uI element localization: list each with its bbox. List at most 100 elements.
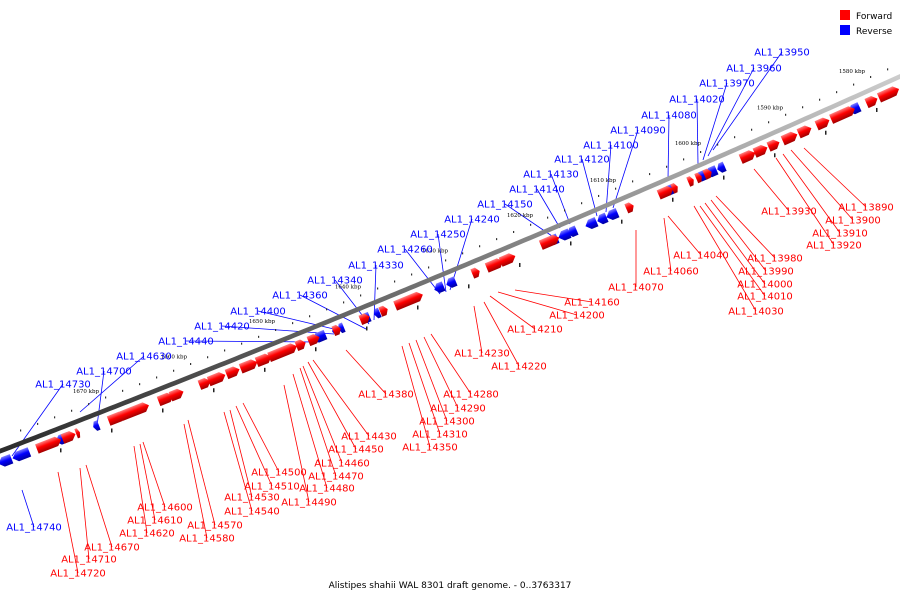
gene-label[interactable]: AL1_13890 [838, 203, 894, 214]
gene-label[interactable]: AL1_14200 [549, 311, 605, 322]
gene-label[interactable]: AL1_14090 [610, 126, 666, 137]
forward-gene-arrow[interactable] [766, 138, 781, 152]
gene-label[interactable]: AL1_14570 [187, 521, 243, 532]
gene-label[interactable]: AL1_14470 [308, 472, 364, 483]
reverse-gene-arrow[interactable] [605, 208, 620, 222]
forward-gene-arrow[interactable] [358, 312, 371, 325]
gene-label[interactable]: AL1_14280 [443, 390, 499, 401]
reverse-gene-arrow[interactable] [0, 454, 14, 468]
gene-label[interactable]: AL1_14080 [641, 111, 697, 122]
gene-label[interactable]: AL1_14420 [194, 322, 250, 333]
forward-gene-arrow[interactable] [331, 324, 342, 337]
reverse-gene-arrow[interactable] [595, 212, 609, 226]
gene-label[interactable]: AL1_14670 [84, 543, 140, 554]
forward-gene-arrow[interactable] [780, 130, 800, 146]
gene-label[interactable]: AL1_14460 [314, 459, 370, 470]
gene-label[interactable]: AL1_14620 [119, 529, 175, 540]
reverse-gene-arrow[interactable] [11, 447, 32, 463]
forward-gene-arrow[interactable] [294, 338, 307, 352]
gene-label[interactable]: AL1_14310 [412, 430, 468, 441]
gene-label[interactable]: AL1_14060 [643, 267, 699, 278]
forward-gene-arrow[interactable] [254, 352, 274, 368]
gene-label[interactable]: AL1_14020 [669, 95, 725, 106]
forward-gene-arrow[interactable] [267, 342, 299, 363]
gene-label[interactable]: AL1_14600 [137, 503, 193, 514]
gene-label[interactable]: AL1_14450 [328, 445, 384, 456]
forward-gene-arrow[interactable] [864, 94, 879, 109]
forward-gene-arrow[interactable] [876, 84, 900, 103]
gene-label[interactable]: AL1_14350 [402, 443, 458, 454]
forward-gene-arrow[interactable] [238, 357, 259, 374]
gene-label[interactable]: AL1_14610 [127, 516, 183, 527]
gene-label[interactable]: AL1_14380 [358, 390, 414, 401]
gene-label[interactable]: AL1_14220 [491, 362, 547, 373]
gene-label[interactable]: AL1_14040 [673, 251, 729, 262]
gene-label[interactable]: AL1_14440 [158, 337, 214, 348]
forward-gene-arrow[interactable] [694, 172, 703, 184]
gene-label[interactable]: AL1_14210 [507, 325, 563, 336]
forward-gene-arrow[interactable] [656, 184, 676, 200]
forward-gene-arrow[interactable] [624, 201, 635, 214]
gene-label[interactable]: AL1_14120 [554, 155, 610, 166]
gene-label[interactable]: AL1_14300 [419, 417, 475, 428]
reverse-gene-arrow[interactable] [584, 216, 599, 231]
forward-gene-arrow[interactable] [738, 148, 758, 164]
reverse-gene-arrow[interactable] [432, 281, 446, 294]
gene-label[interactable]: AL1_13930 [761, 207, 817, 218]
forward-gene-arrow[interactable] [168, 387, 186, 402]
gene-label[interactable]: AL1_14240 [444, 215, 500, 226]
forward-gene-arrow[interactable] [538, 233, 561, 250]
gene-label[interactable]: AL1_14160 [564, 298, 620, 309]
gene-label[interactable]: AL1_14100 [583, 141, 639, 152]
gene-label[interactable]: AL1_14150 [477, 200, 533, 211]
forward-gene-arrow[interactable] [814, 116, 832, 131]
gene-label[interactable]: AL1_14630 [116, 352, 172, 363]
gene-label[interactable]: AL1_14530 [224, 493, 280, 504]
gene-label[interactable]: AL1_14000 [737, 280, 793, 291]
gene-label[interactable]: AL1_14500 [251, 468, 307, 479]
gene-label[interactable]: AL1_14030 [728, 307, 784, 318]
forward-gene-arrow[interactable] [156, 391, 176, 407]
gene-label[interactable]: AL1_14360 [272, 291, 328, 302]
forward-gene-arrow[interactable] [206, 370, 227, 387]
forward-gene-arrow[interactable] [74, 428, 81, 439]
gene-label[interactable]: AL1_13900 [825, 216, 881, 227]
gene-label[interactable]: AL1_14740 [6, 523, 62, 534]
gene-label[interactable]: AL1_13970 [699, 79, 755, 90]
gene-label[interactable]: AL1_14430 [341, 432, 397, 443]
forward-gene-arrow[interactable] [60, 429, 78, 444]
gene-label[interactable]: AL1_14250 [410, 230, 466, 241]
gene-label[interactable]: AL1_14710 [61, 555, 117, 566]
forward-gene-arrow[interactable] [119, 401, 151, 421]
forward-gene-arrow[interactable] [35, 435, 63, 454]
gene-label[interactable]: AL1_14010 [737, 292, 793, 303]
gene-label[interactable]: AL1_14540 [224, 507, 280, 518]
gene-label[interactable]: AL1_13950 [754, 48, 810, 59]
reverse-gene-arrow[interactable] [444, 276, 458, 289]
forward-gene-arrow[interactable] [702, 167, 713, 180]
reverse-gene-arrow[interactable] [91, 420, 101, 431]
gene-label[interactable]: AL1_14700 [76, 367, 132, 378]
forward-gene-arrow[interactable] [224, 365, 242, 380]
gene-label[interactable]: AL1_13910 [812, 229, 868, 240]
forward-gene-arrow[interactable] [197, 376, 213, 390]
forward-gene-arrow[interactable] [670, 182, 679, 194]
forward-gene-arrow[interactable] [796, 124, 814, 139]
gene-label[interactable]: AL1_13960 [726, 64, 782, 75]
gene-label[interactable]: AL1_14400 [230, 307, 286, 318]
gene-label[interactable]: AL1_14330 [348, 261, 404, 272]
gene-label[interactable]: AL1_14260 [377, 245, 433, 256]
gene-label[interactable]: AL1_13920 [806, 241, 862, 252]
gene-label[interactable]: AL1_14140 [509, 185, 565, 196]
gene-label[interactable]: AL1_14480 [299, 484, 355, 495]
forward-gene-arrow[interactable] [378, 304, 389, 317]
forward-gene-arrow[interactable] [470, 266, 481, 279]
gene-label[interactable]: AL1_14490 [281, 498, 337, 509]
gene-label[interactable]: AL1_14130 [523, 170, 579, 181]
gene-label[interactable]: AL1_14730 [35, 380, 91, 391]
reverse-gene-arrow[interactable] [565, 225, 579, 238]
gene-label[interactable]: AL1_14720 [50, 569, 106, 580]
forward-gene-arrow[interactable] [686, 175, 695, 187]
gene-label[interactable]: AL1_14340 [307, 276, 363, 287]
forward-gene-arrow[interactable] [484, 256, 505, 273]
